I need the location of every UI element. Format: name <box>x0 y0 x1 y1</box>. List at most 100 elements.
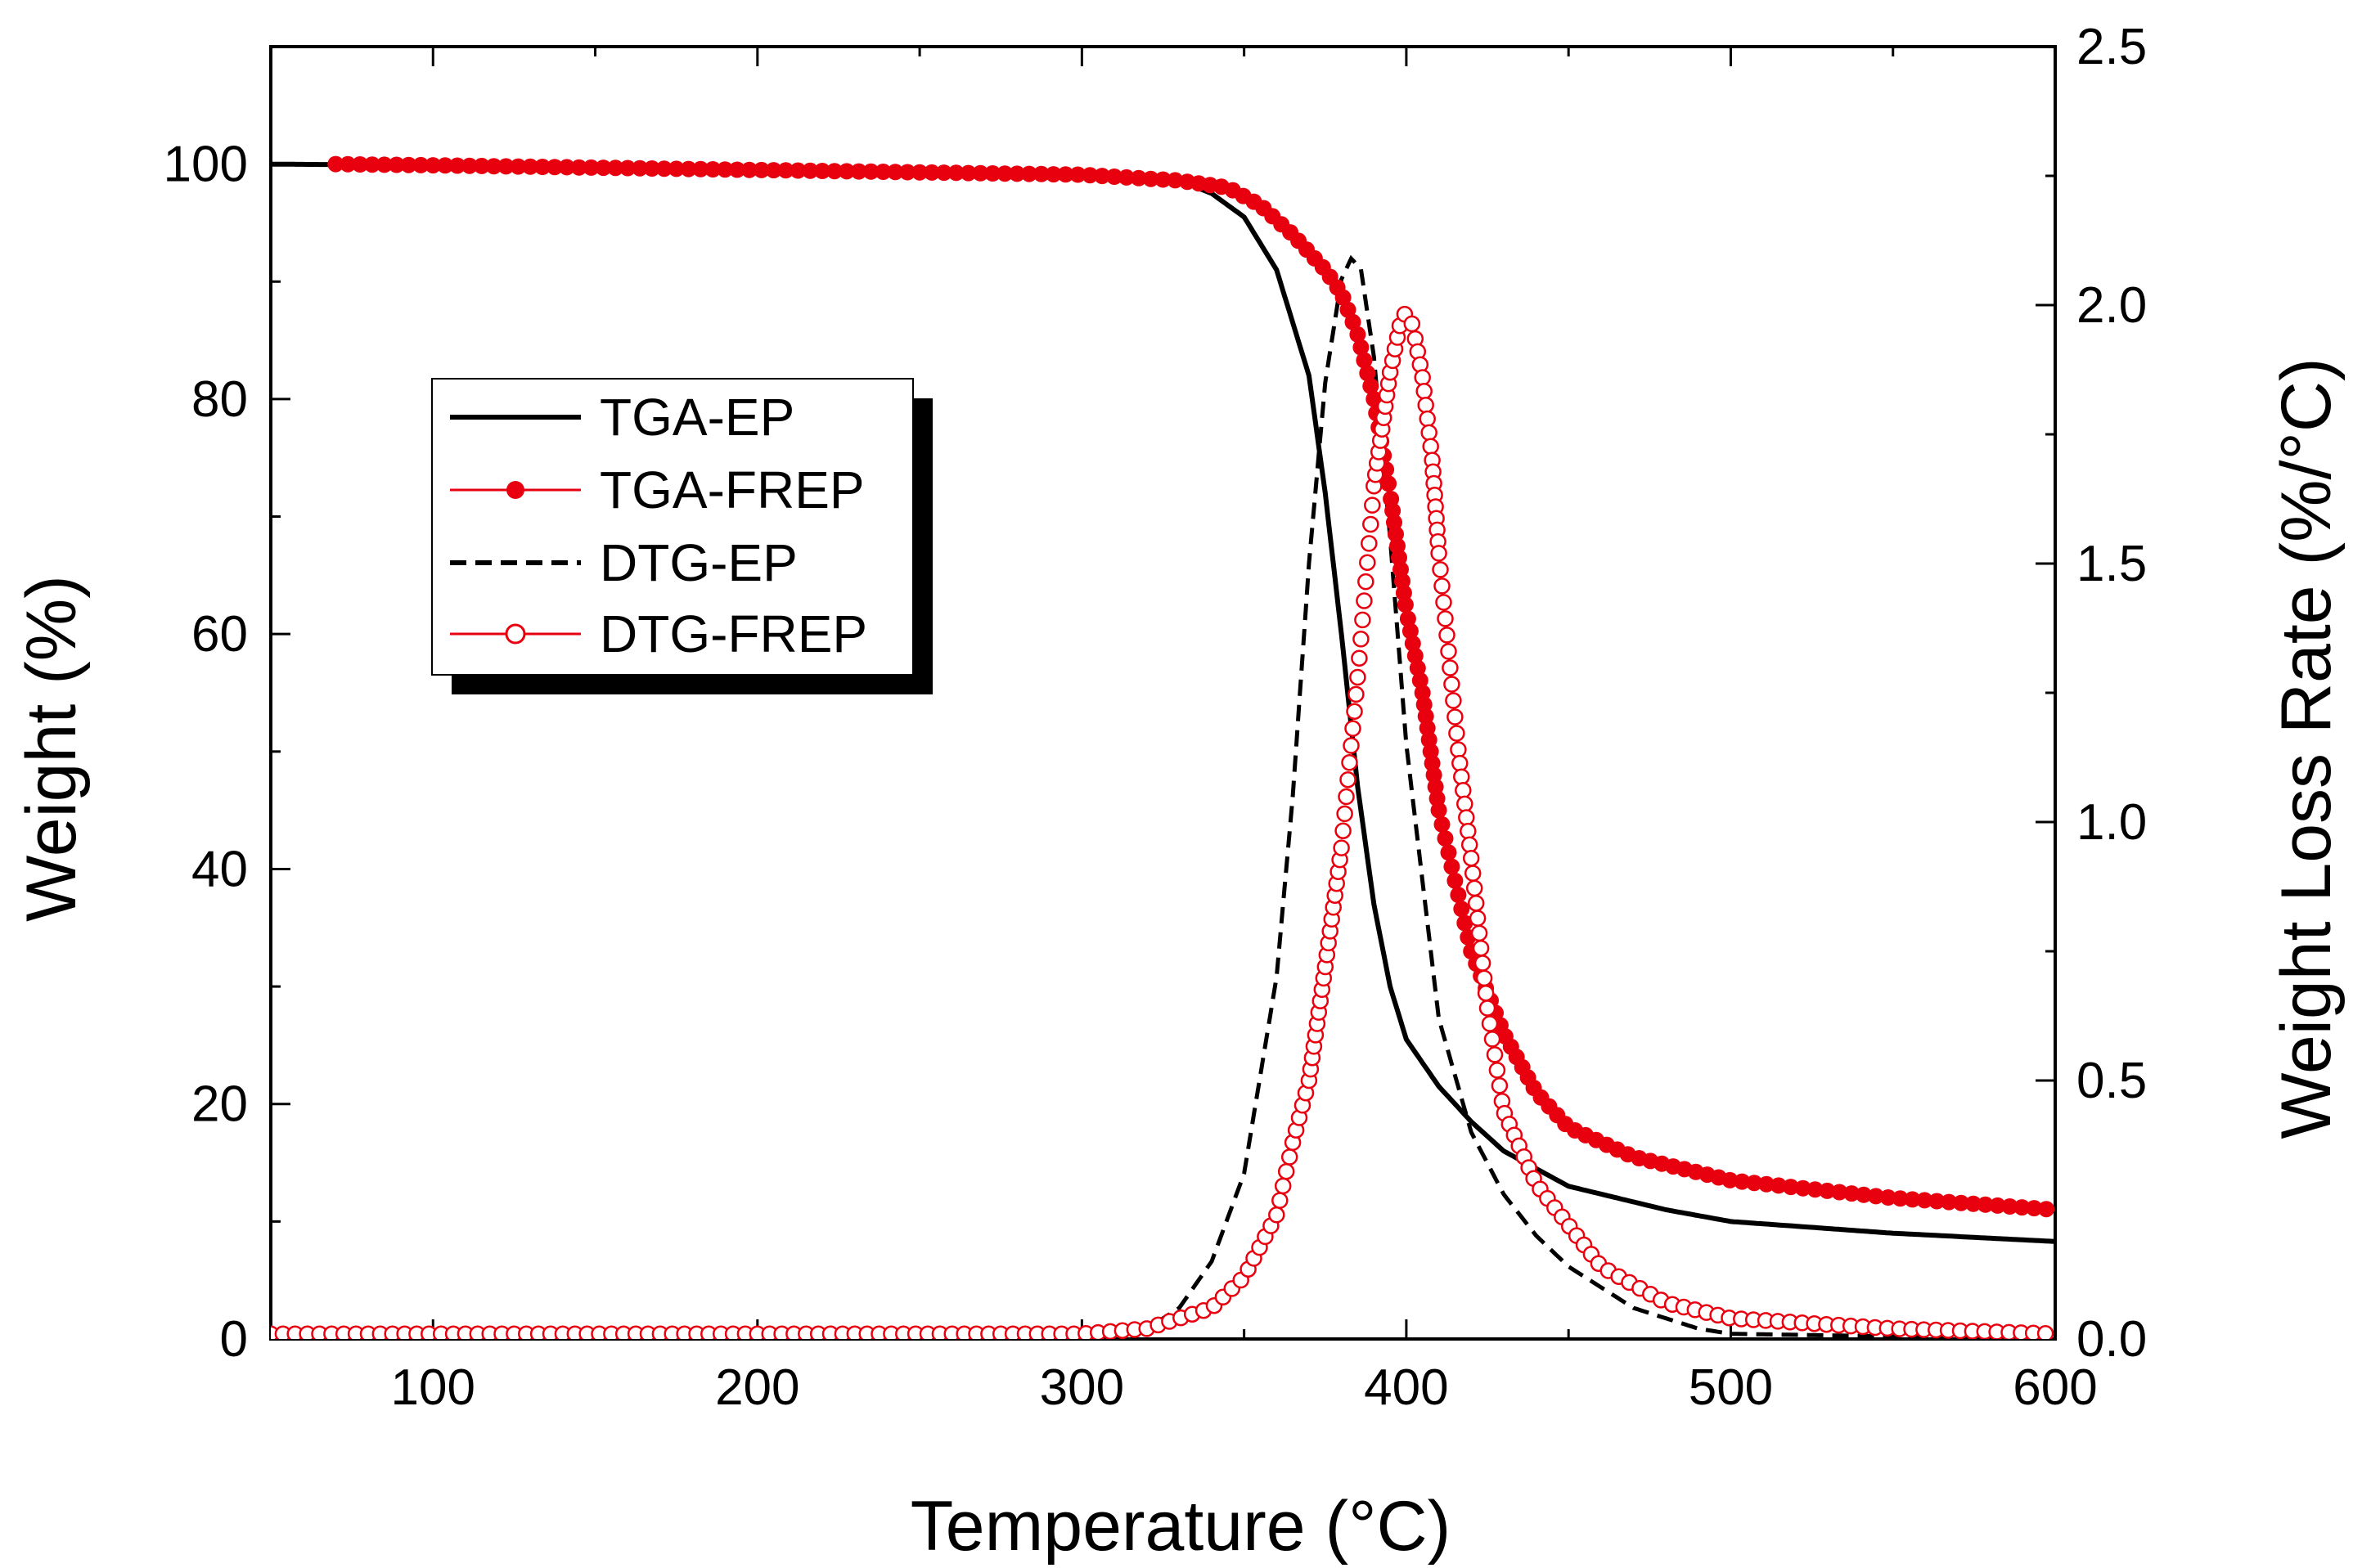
dtg-frep-point <box>1456 795 1473 813</box>
y-right-tick-label: 2.5 <box>2076 19 2147 75</box>
tga-frep-point <box>717 161 734 178</box>
tga-frep-point <box>1118 168 1135 186</box>
legend-marker-dtg-frep <box>505 623 526 645</box>
tga-frep-point <box>1892 1190 1909 1207</box>
y-left-tick-label: 40 <box>191 841 248 897</box>
tga-frep-point <box>1758 1175 1775 1193</box>
tga-frep-point <box>1339 301 1356 318</box>
tga-frep-point <box>352 156 369 173</box>
tga-frep-point <box>1409 659 1426 676</box>
dtg-frep-point <box>1277 1162 1295 1180</box>
x-tick-label: 300 <box>1040 1359 1124 1416</box>
tga-frep-point <box>1443 858 1460 875</box>
tga-frep-point <box>1977 1196 1994 1213</box>
y-left-tick-label: 0 <box>220 1311 248 1368</box>
dtg-frep-point <box>1433 577 1451 595</box>
tga-frep-point <box>400 156 417 173</box>
dtg-frep-point <box>1280 1148 1298 1166</box>
legend-label-tga-ep: TGA-EP <box>600 388 794 447</box>
tga-frep-point <box>1916 1192 1933 1209</box>
series-dtg-frep <box>271 305 2054 1339</box>
dtg-frep-point <box>1446 708 1464 726</box>
tga-frep-point <box>1401 622 1419 640</box>
tga-frep-point <box>437 157 454 174</box>
dtg-frep-point <box>1455 782 1472 799</box>
tga-frep-point <box>1806 1181 1824 1198</box>
tga-frep-point <box>583 159 600 176</box>
dtg-frep-point <box>1422 438 1439 455</box>
x-tick-label: 200 <box>715 1359 799 1416</box>
tga-frep-point <box>1154 171 1172 188</box>
tga-frep-point <box>1430 802 1447 819</box>
dtg-frep-point <box>1336 805 1353 823</box>
dtg-frep-point <box>1438 627 1455 644</box>
tga-frep-point <box>412 156 430 173</box>
tga-frep-point <box>449 157 466 174</box>
tga-frep-point <box>1334 289 1352 306</box>
tga-frep-point <box>729 161 745 178</box>
legend-label-tga-frep: TGA-FREP <box>600 461 865 519</box>
tga-frep-point <box>668 160 685 177</box>
dtg-frep-point <box>1460 836 1478 853</box>
dtg-frep-point <box>1477 984 1495 1002</box>
tga-frep-point <box>1094 168 1111 185</box>
tga-frep-point <box>1433 815 1451 833</box>
tga-frep-point <box>777 162 794 179</box>
dtg-frep-point <box>1414 369 1431 386</box>
dtg-frep-point <box>1488 1062 1506 1079</box>
y-left-tick-label: 60 <box>191 606 248 663</box>
legend-item-tga-ep: TGA-EP <box>450 388 794 447</box>
dtg-frep-point <box>1343 737 1360 754</box>
tga-frep-point <box>1450 887 1467 904</box>
tga-frep-point <box>1453 901 1470 918</box>
tga-frep-point <box>850 163 867 180</box>
y-right-tick-label: 0.5 <box>2076 1053 2147 1109</box>
tga-frep-point <box>1009 165 1026 182</box>
dtg-frep-point <box>1364 496 1381 514</box>
dtg-frep-point <box>1347 685 1365 703</box>
tga-frep-point <box>1082 167 1099 184</box>
legend: TGA-EP TGA-FREP DTG-EP DTG-FREP <box>431 378 933 694</box>
dtg-frep-point <box>1472 939 1490 957</box>
tga-frep-point <box>461 157 478 174</box>
tga-frep-point <box>924 164 940 181</box>
dtg-frep-point <box>1341 754 1358 771</box>
tga-frep-point <box>1406 647 1424 664</box>
tga-frep-point <box>997 165 1014 182</box>
tga-frep-point <box>2001 1198 2018 1215</box>
dtg-frep-point <box>1356 592 1373 609</box>
tga-frep-point <box>363 156 380 173</box>
tga-frep-point <box>1879 1189 1896 1206</box>
tga-frep-point <box>1746 1175 1763 1192</box>
dtg-frep-point <box>1419 410 1436 428</box>
legend-label-dtg-frep: DTG-FREP <box>600 604 867 663</box>
tga-frep-point <box>972 164 989 182</box>
dtg-frep-point <box>1464 865 1482 882</box>
tga-frep-point <box>1721 1171 1739 1188</box>
legend-label-dtg-ep: DTG-EP <box>600 533 798 592</box>
y-left-tick-label: 100 <box>164 137 248 193</box>
dtg-frep-point <box>1486 1046 1504 1063</box>
tga-frep-point <box>473 157 490 174</box>
tga-frep-point <box>643 160 660 177</box>
tga-frep-point <box>1045 166 1062 183</box>
tga-frep-point <box>1349 326 1366 343</box>
tga-frep-point <box>425 157 442 174</box>
tga-frep-point <box>340 155 357 173</box>
dtg-frep-point <box>1470 924 1488 942</box>
dtg-frep-point <box>1346 703 1363 721</box>
tga-frep-point <box>1130 169 1147 186</box>
tga-frep-point <box>485 158 502 175</box>
tga-frep-point <box>826 163 843 180</box>
legend-item-tga-frep: TGA-FREP <box>450 461 865 519</box>
tga-frep-point <box>522 158 539 175</box>
tga-frep-point <box>704 161 722 177</box>
tga-frep-point <box>1167 172 1184 189</box>
tga-frep-point <box>558 159 575 176</box>
tga-frep-point <box>838 163 855 180</box>
tga-frep-point <box>1456 914 1473 932</box>
tga-frep-point <box>1953 1194 1969 1211</box>
dtg-frep-point <box>1465 879 1483 897</box>
legend-item-dtg-frep: DTG-FREP <box>450 604 867 663</box>
tga-frep-point <box>1106 168 1123 185</box>
